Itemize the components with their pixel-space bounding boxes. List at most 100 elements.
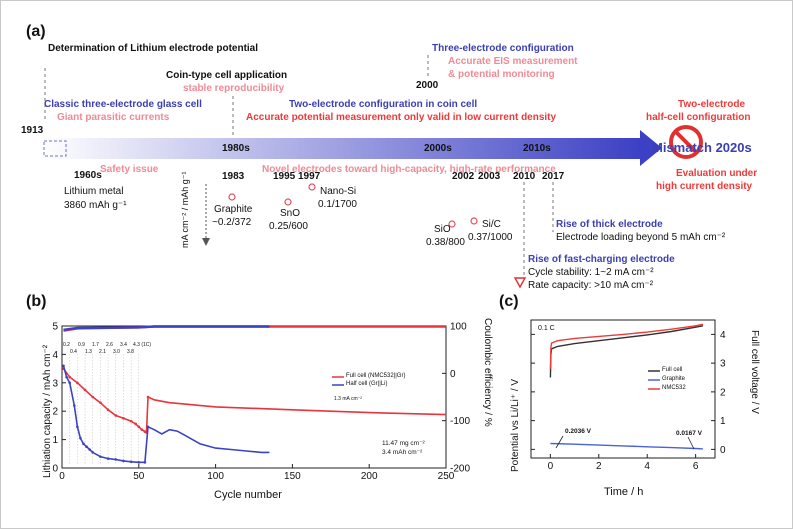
nanosi-name: Nano-Si (320, 186, 357, 197)
data-point (122, 417, 125, 420)
marker-sic (470, 217, 478, 225)
lithium-potential-title: Determination of Lithium electrode poten… (48, 43, 259, 54)
y-right-tick-label: 0 (720, 445, 726, 456)
sio-name: SiO (434, 224, 451, 235)
legend-nmc532: NMC532 (662, 385, 686, 391)
data-point (99, 401, 102, 404)
era-2000s: 2000s (424, 143, 452, 154)
legend-full-cell: Full cell (NMC532||Gr) (346, 373, 406, 379)
panel-b-xlabel: Cycle number (214, 489, 282, 501)
annot-end-arrow (687, 436, 695, 450)
rate-unit: 1.3 mA cm⁻² (334, 396, 362, 402)
mismatch-label: Mismatch 2020s (652, 140, 752, 155)
sic-name: Si/C (482, 219, 501, 230)
rate-label: 1.7 (92, 342, 99, 348)
marker-sio (448, 220, 456, 228)
data-point (146, 395, 150, 399)
marker-sno (284, 198, 292, 206)
panel-c-plot-frame (530, 319, 716, 459)
two-electrode-note: Accurate potential measurement only vali… (246, 112, 557, 123)
data-point (140, 428, 144, 431)
data-point (91, 395, 95, 399)
y-right-tick-label: 100 (450, 322, 467, 333)
data-point (99, 455, 102, 458)
x-tick-label: 6 (693, 461, 699, 472)
rate-label: 2.6 (106, 342, 113, 348)
y-tick-label: 0 (52, 464, 58, 475)
y-right-tick-label: -100 (450, 416, 470, 427)
era-2010s: 2010s (523, 143, 551, 154)
rate-label: 4.3 (1C) (133, 342, 152, 348)
sno-name: SnO (280, 208, 301, 219)
graphite-values: ~0.2/372 (212, 217, 252, 228)
data-point (106, 408, 110, 412)
rate-label: 3.0 (113, 349, 120, 355)
loading-note1: 11.47 mg cm⁻² (382, 440, 425, 447)
data-point (114, 458, 118, 461)
annot-end: 0.0167 V (676, 430, 703, 437)
year-2002: 2002 (452, 171, 475, 182)
data-point (72, 404, 76, 407)
marker-triangle-down (513, 277, 527, 289)
data-point (65, 375, 68, 379)
y-right-tick-label: -200 (450, 464, 470, 475)
safety-issue: Safety issue (100, 164, 159, 175)
data-point (122, 459, 125, 463)
y-right-tick-label: 0 (450, 369, 456, 380)
x-tick-label: 150 (284, 471, 301, 482)
x-tick-label: 2 (596, 461, 602, 472)
coin-cell-title: Coin-type cell application (166, 70, 288, 81)
graphite-name: Graphite (214, 204, 253, 215)
x-tick-label: 0 (548, 461, 554, 472)
year-1983: 1983 (222, 171, 245, 182)
legend-graphite: Graphite (662, 376, 686, 382)
year-2017: 2017 (542, 171, 565, 182)
series-line-1 (549, 323, 704, 369)
data-point (83, 388, 87, 392)
x-tick-label: 4 (644, 461, 650, 472)
series-line-2 (550, 442, 703, 450)
rate-label: 3.8 (127, 349, 134, 355)
prohibition-icon-slash (673, 129, 699, 155)
series-line-3 (63, 325, 270, 331)
panel-c-xlabel: Time / h (604, 486, 644, 498)
y-right-tick-label: 4 (720, 330, 726, 341)
evaluation-note2: high current density (656, 181, 753, 192)
year-1997: 1997 (298, 171, 321, 182)
panel-a-label: (a) (26, 23, 46, 40)
year-2000: 2000 (416, 80, 439, 91)
data-point (137, 461, 141, 464)
novel-electrodes: Novel electrodes toward high-capacity, h… (262, 164, 556, 175)
fast-charging-note1: Cycle stability: 1~2 mA cm⁻² (528, 267, 654, 278)
data-point (134, 422, 138, 426)
evaluation-note1: Evaluation under (676, 168, 758, 179)
legend-full-cell-c: Full cell (662, 367, 683, 373)
sic-values: 0.37/1000 (468, 232, 513, 243)
rate-label: 0.4 (70, 349, 77, 355)
data-point (143, 461, 147, 464)
data-point (82, 442, 85, 446)
three-electrode-note2: & potential monitoring (448, 69, 555, 80)
half-cell-title1: Two-electrode (678, 99, 746, 110)
half-cell-title2: half-cell configuration (646, 112, 751, 123)
legend-half-cell: Half cell (Gr||Li) (346, 381, 388, 387)
glass-cell-title: Classic three-electrode glass cell (44, 99, 202, 110)
fast-charging-title: Rise of fast-charging electrode (528, 254, 675, 265)
data-point (106, 457, 110, 460)
y-tick-label: 1 (52, 435, 58, 446)
panel-b-label: (b) (26, 293, 47, 310)
data-point (88, 448, 91, 451)
two-electrode-title: Two-electrode configuration in coin cell (289, 99, 478, 110)
rate-label: 0.2 (63, 342, 70, 348)
rate-label: 1.3 (85, 349, 92, 355)
x-tick-label: 50 (133, 471, 145, 482)
panel-c-label: (c) (499, 293, 519, 310)
x-tick-label: 100 (207, 471, 224, 482)
x-tick-label: 250 (438, 471, 455, 482)
glass-cell-issue: Giant parasitic currents (57, 112, 170, 123)
data-point (114, 414, 118, 417)
data-point (85, 445, 88, 449)
marker-nanosi (308, 183, 316, 191)
